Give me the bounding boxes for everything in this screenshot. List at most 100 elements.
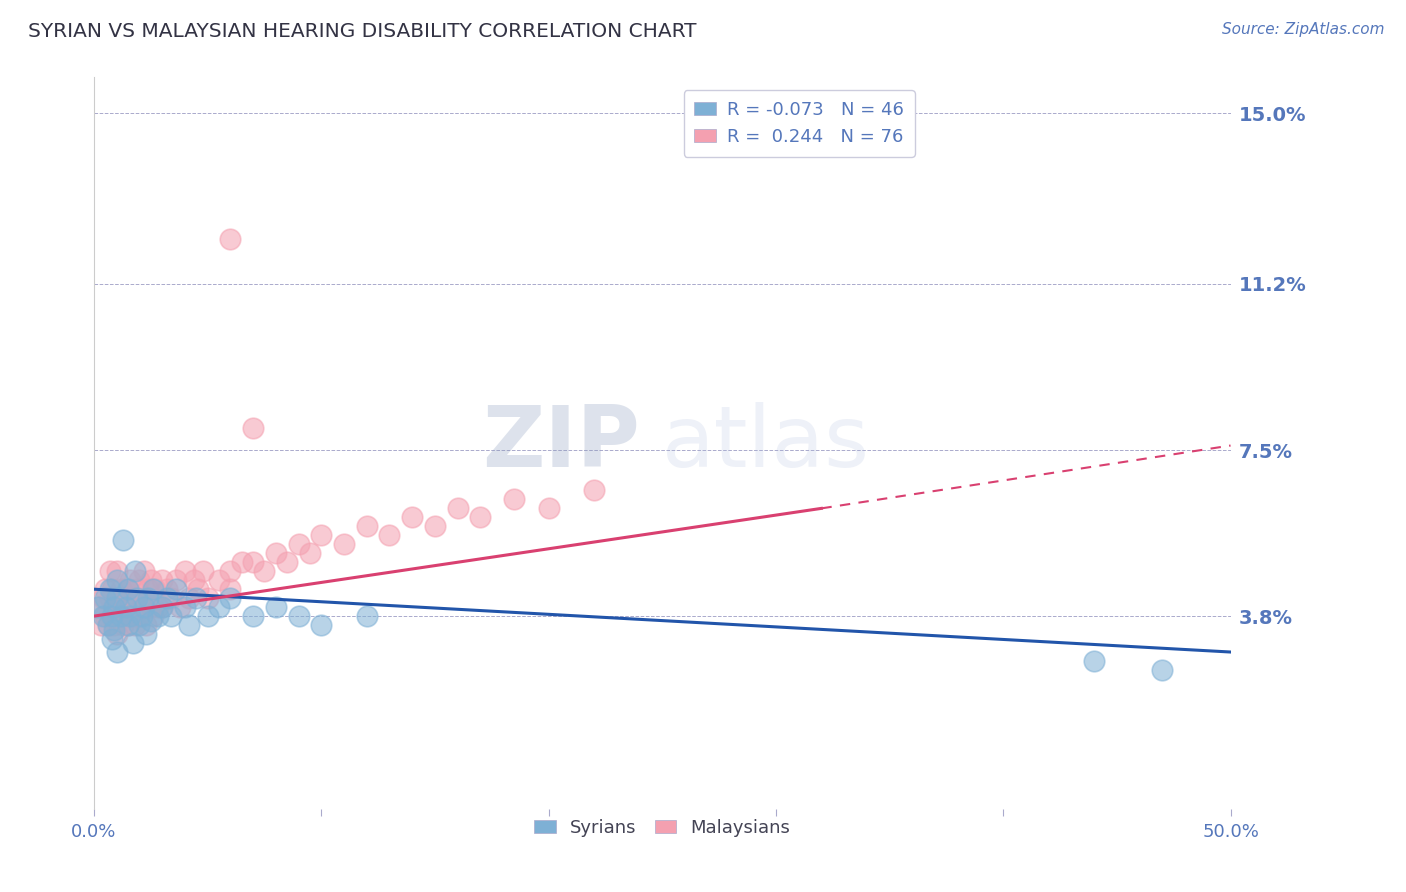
Point [132,564,155,578]
Point [127,591,149,606]
Point [183,573,205,587]
Point [156,582,179,597]
Point [128,573,150,587]
Point [146,609,169,624]
Point [103,600,125,615]
Point [131,609,153,624]
Point [103,623,125,637]
Point [98,582,121,597]
Point [110,609,132,624]
Point [169,600,191,615]
Point [91,591,114,606]
Point [103,618,125,632]
Point [105,573,128,587]
Point [143,582,166,597]
Point [356,519,378,533]
Point [446,501,468,516]
Point [179,591,201,606]
Point [117,618,139,632]
Point [253,564,276,578]
Point [101,582,124,597]
Point [197,591,219,606]
Point [150,600,173,615]
Point [117,582,139,597]
Point [120,573,142,587]
Point [101,609,124,624]
Point [264,546,287,560]
Point [120,609,142,624]
Point [98,591,121,606]
Point [264,600,287,615]
Point [309,528,332,542]
Point [156,591,179,606]
Point [219,582,242,597]
Point [138,591,160,606]
Point [219,232,242,246]
Point [208,600,231,615]
Point [124,591,146,606]
Point [173,600,195,615]
Point [105,564,128,578]
Point [132,600,155,615]
Point [537,501,560,516]
Point [101,609,124,624]
Point [94,582,117,597]
Point [179,618,201,632]
Point [117,618,139,632]
Point [105,645,128,659]
Point [124,564,146,578]
Point [276,555,298,569]
Point [470,510,492,524]
Point [186,591,208,606]
Point [138,582,160,597]
Point [94,609,117,624]
Point [287,609,309,624]
Point [101,632,124,646]
Point [378,528,401,542]
Point [103,600,125,615]
Point [114,600,136,615]
Point [110,609,132,624]
Point [160,591,183,606]
Point [356,609,378,624]
Point [219,591,242,606]
Point [131,600,153,615]
Point [187,582,209,597]
Point [132,591,155,606]
Point [242,609,264,624]
Point [110,582,132,597]
Text: SYRIAN VS MALAYSIAN HEARING DISABILITY CORRELATION CHART: SYRIAN VS MALAYSIAN HEARING DISABILITY C… [28,22,696,41]
Point [197,609,219,624]
Point [87,600,110,615]
Point [114,609,136,624]
Point [127,582,149,597]
Point [1152,663,1174,677]
Point [128,618,150,632]
Point [142,609,165,624]
Point [583,483,606,498]
Point [87,600,110,615]
Legend: Syrians, Malaysians: Syrians, Malaysians [527,812,797,844]
Point [139,614,162,628]
Point [191,564,214,578]
Point [94,591,117,606]
Text: atlas: atlas [662,401,870,484]
Point [121,636,143,650]
Point [503,492,526,507]
Point [135,627,157,641]
Point [91,609,114,624]
Point [105,627,128,641]
Text: Source: ZipAtlas.com: Source: ZipAtlas.com [1222,22,1385,37]
Point [128,609,150,624]
Point [165,582,187,597]
Point [208,573,231,587]
Point [309,618,332,632]
Text: ZIP: ZIP [482,401,640,484]
Point [97,618,120,632]
Point [98,564,121,578]
Point [112,533,135,547]
Point [120,600,142,615]
Point [165,573,187,587]
Point [135,618,157,632]
Point [112,618,135,632]
